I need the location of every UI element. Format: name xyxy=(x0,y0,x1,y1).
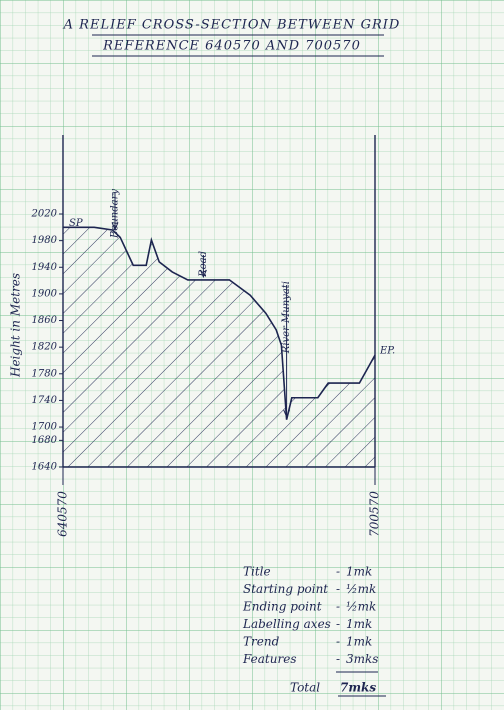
chart-title: A RELIEF CROSS-SECTION BETWEEN GRID xyxy=(63,18,401,33)
x-tick-label: 640570 xyxy=(56,491,70,537)
y-tick-label: 1820 xyxy=(32,342,58,353)
arrow-head xyxy=(283,409,291,418)
total-label: Total xyxy=(290,681,320,695)
y-tick-label: 1980 xyxy=(32,235,58,246)
y-tick-label: 1780 xyxy=(32,368,58,379)
scheme-dash: - xyxy=(336,635,340,649)
y-tick-label: 1640 xyxy=(32,462,58,473)
start-label: SP xyxy=(69,218,83,229)
arrow-head xyxy=(111,222,119,231)
profile-line xyxy=(63,226,376,420)
y-tick-label: 1900 xyxy=(32,288,58,299)
scheme-dash: - xyxy=(336,652,340,666)
scheme-item: Labelling axes xyxy=(242,617,331,631)
x-tick-label: 700570 xyxy=(368,491,382,537)
total-value: 7mks xyxy=(340,681,376,695)
scheme-dash: - xyxy=(336,617,340,631)
scheme-item: Features xyxy=(242,652,296,666)
annotation-label: Boundary xyxy=(110,189,121,239)
scheme-marks: 1mk xyxy=(346,635,372,649)
scheme-marks: ½mk xyxy=(346,582,376,596)
y-axis-label: Height in Metres xyxy=(9,273,23,378)
hatched-area xyxy=(63,227,375,467)
scheme-marks: ½mk xyxy=(346,600,376,614)
y-tick-label: 1680 xyxy=(32,435,58,446)
scheme-item: Trend xyxy=(243,635,280,649)
scheme-marks: 1mk xyxy=(346,617,372,631)
y-tick-label: 1860 xyxy=(32,315,58,326)
y-tick-label: 1740 xyxy=(32,395,58,406)
annotation-label: River Munyati xyxy=(281,281,292,354)
scheme-item: Title xyxy=(243,565,271,579)
end-label: EP. xyxy=(379,346,395,357)
arrow-head xyxy=(199,269,207,279)
annotation-label: Road xyxy=(198,251,209,278)
chart-subtitle: REFERENCE 640570 AND 700570 xyxy=(102,39,361,54)
scheme-item: Starting point xyxy=(243,582,328,596)
scheme-dash: - xyxy=(336,565,340,579)
scheme-marks: 1mk xyxy=(346,565,372,579)
y-tick-label: 1940 xyxy=(32,262,58,273)
scheme-dash: - xyxy=(336,600,340,614)
y-tick-label: 1700 xyxy=(32,422,58,433)
scheme-dash: - xyxy=(336,582,340,596)
y-tick-label: 2020 xyxy=(31,209,58,220)
scheme-marks: 3mks xyxy=(346,652,378,666)
scheme-item: Ending point xyxy=(242,600,322,614)
